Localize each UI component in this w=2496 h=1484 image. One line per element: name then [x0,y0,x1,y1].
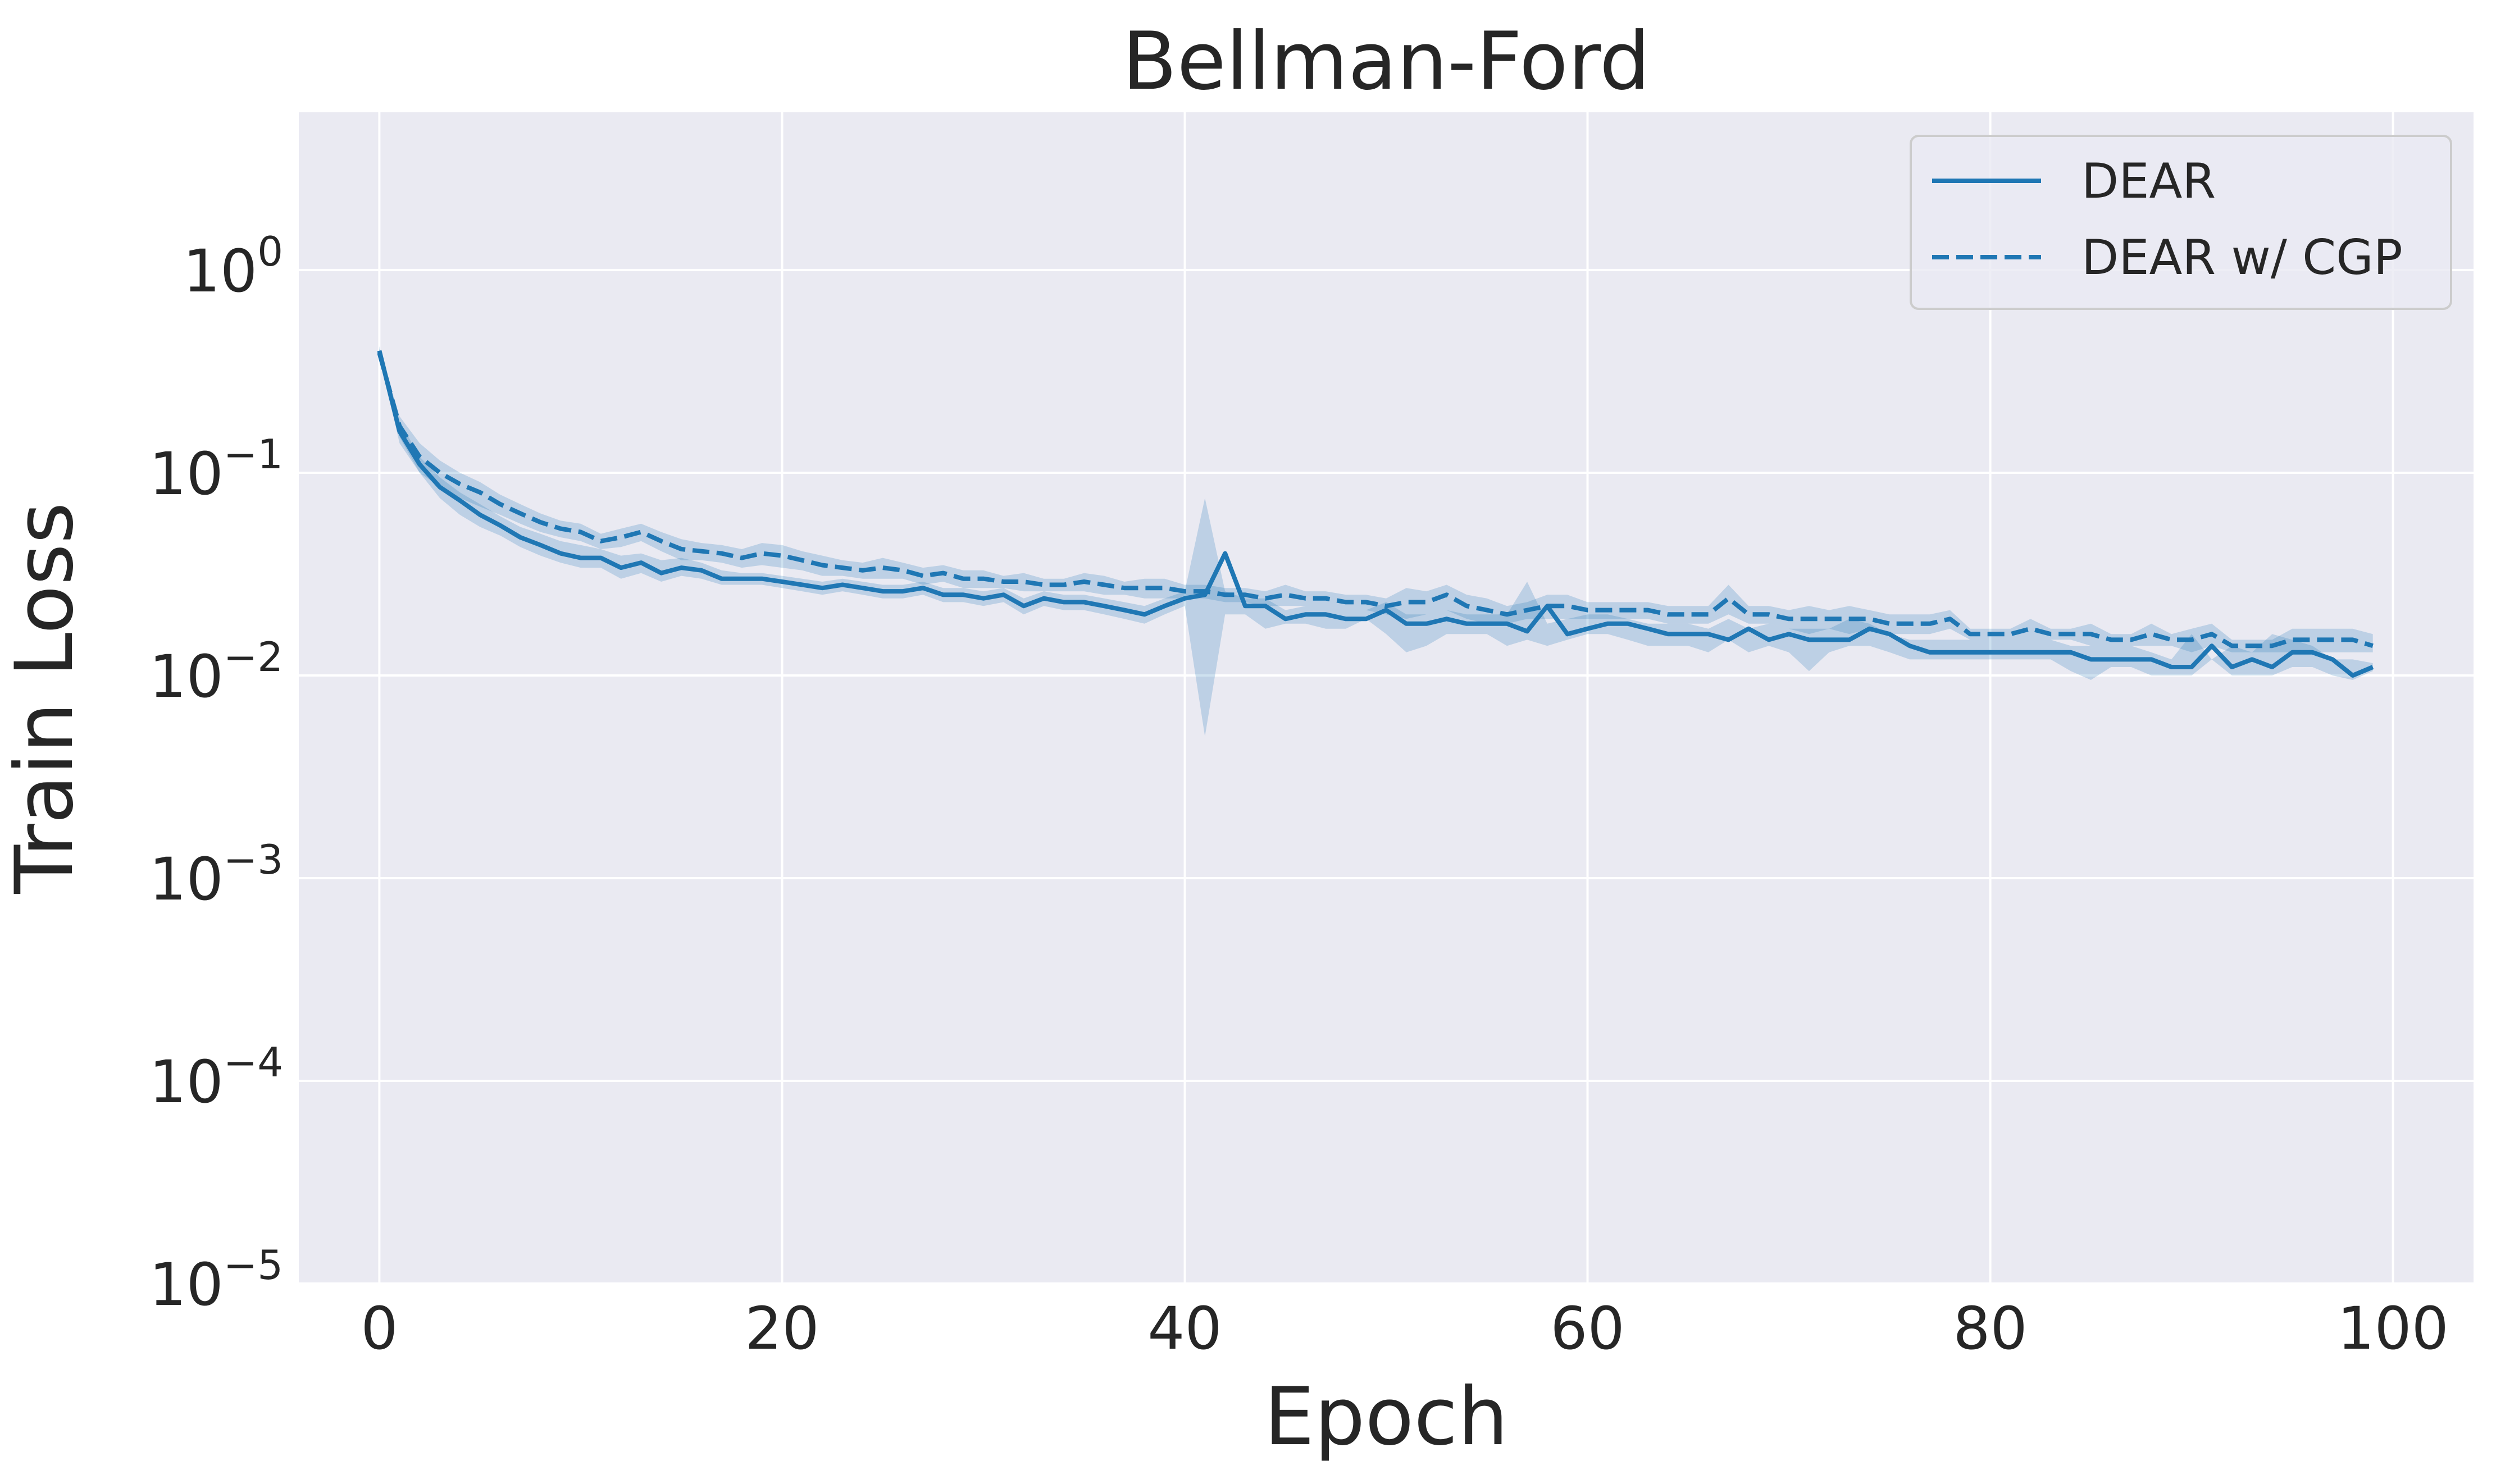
y-tick-base: 10 [149,1048,224,1116]
confidence-band-dear-cgp [379,348,2373,652]
y-tick-exponent: −2 [224,633,283,681]
legend-label-dear-cgp: DEAR w/ CGP [2081,230,2403,286]
x-tick-label: 100 [2337,1294,2449,1363]
series-line-dear-cgp [377,352,2374,649]
x-tick-labels: 0 20 40 60 80 100 [361,1294,2449,1363]
confidence-bands [379,346,2373,737]
x-tick-label: 40 [1147,1294,1222,1363]
y-tick-base: 10 [183,237,257,305]
y-tick-exponent: −5 [224,1241,283,1289]
y-tick-label: 10−4 [149,1039,283,1116]
x-tick-label: 20 [745,1294,819,1363]
y-tick-base: 10 [149,440,224,508]
x-axis-title: Epoch [1264,1371,1509,1463]
y-tick-base: 10 [149,642,224,711]
y-tick-base: 10 [149,1250,224,1319]
y-tick-label: 10−5 [149,1241,283,1319]
y-tick-label: 10−3 [149,836,283,914]
x-tick-label: 60 [1550,1294,1624,1363]
y-tick-exponent: −3 [224,836,283,883]
y-tick-exponent: −4 [224,1039,283,1086]
y-tick-label: 10−2 [149,633,283,711]
y-axis-title: Train Loss [0,502,91,894]
confidence-band-dear [379,346,2373,737]
y-tick-base: 10 [149,845,224,914]
legend-label-dear: DEAR [2081,153,2216,209]
y-tick-exponent: 0 [257,228,283,275]
legend-box [1910,135,2452,310]
y-tick-exponent: −1 [224,431,283,478]
x-tick-label: 80 [1953,1294,2027,1363]
legend: DEAR DEAR w/ CGP [1910,135,2452,310]
y-tick-label: 100 [183,228,283,305]
chart-title: Bellman-Ford [1122,15,1650,108]
series-lines [377,350,2374,678]
series-line-dear [377,350,2374,678]
y-tick-label: 10−1 [149,431,283,508]
x-tick-label: 0 [361,1294,398,1363]
